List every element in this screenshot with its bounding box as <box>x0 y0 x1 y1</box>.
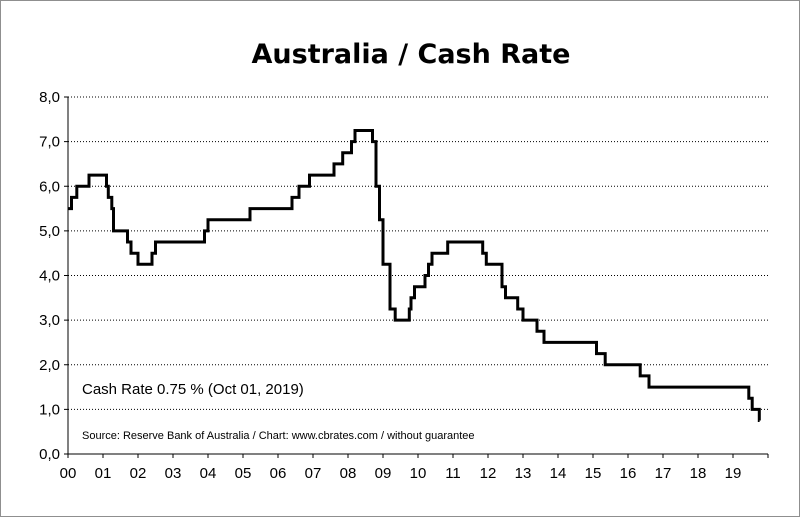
x-tick-label: 06 <box>270 465 287 482</box>
x-tick-label: 09 <box>375 465 392 482</box>
y-tick-label: 5,0 <box>39 223 60 240</box>
grid-layer <box>68 96 768 410</box>
x-tick-label: 08 <box>340 465 357 482</box>
source-note: Source: Reserve Bank of Australia / Char… <box>82 430 475 442</box>
y-axis: 0,0 1,0 2,0 3,0 4,0 5,0 6,0 7,0 8,0 <box>39 89 68 463</box>
x-tick-label: 04 <box>200 465 217 482</box>
y-tick-label: 8,0 <box>39 89 60 106</box>
y-tick-label: 3,0 <box>39 312 60 329</box>
y-tick-label: 1,0 <box>39 401 60 418</box>
current-rate-annotation: Cash Rate 0.75 % (Oct 01, 2019) <box>82 381 304 398</box>
x-tick-label: 16 <box>620 465 637 482</box>
x-tick-label: 03 <box>165 465 182 482</box>
y-tick-label: 2,0 <box>39 357 60 374</box>
x-tick-label: 14 <box>550 465 567 482</box>
y-tick-label: 4,0 <box>39 268 60 285</box>
x-axis: 00 01 02 03 04 05 06 07 08 09 10 11 12 13 14 15 16 17 18 19 <box>60 454 769 482</box>
series-line-cash-rate <box>68 129 761 422</box>
y-tick-label: 6,0 <box>39 178 60 195</box>
y-tick-label: 7,0 <box>39 134 60 151</box>
x-tick-label: 19 <box>725 465 742 482</box>
x-tick-label: 10 <box>410 465 427 482</box>
x-tick-label: 12 <box>480 465 497 482</box>
x-tick-label: 02 <box>130 465 147 482</box>
chart-title: Australia / Cash Rate <box>252 39 571 70</box>
x-tick-label: 05 <box>235 465 252 482</box>
x-tick-label: 01 <box>95 465 112 482</box>
x-tick-label: 17 <box>655 465 672 482</box>
x-tick-label: 13 <box>515 465 532 482</box>
x-tick-label: 18 <box>690 465 707 482</box>
x-tick-label: 07 <box>305 465 322 482</box>
x-tick-label: 11 <box>445 465 461 482</box>
x-tick-label: 15 <box>585 465 602 482</box>
y-tick-label: 0,0 <box>39 446 60 463</box>
x-tick-label: 00 <box>60 465 77 482</box>
